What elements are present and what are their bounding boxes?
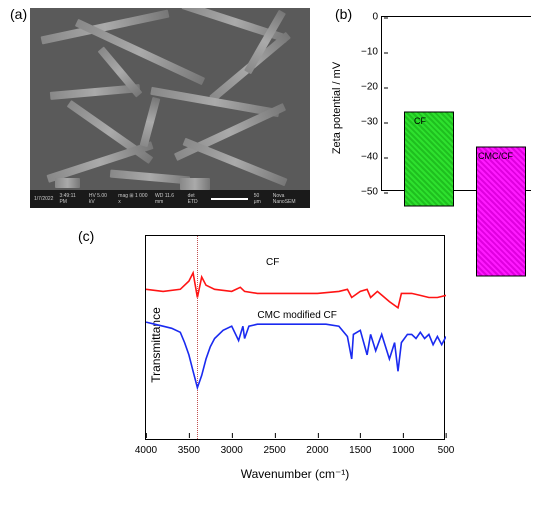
sem-image: 1/7/2022 3:49:11 PM HV 5.00 kV mag ⊞ 1 0… <box>30 8 310 208</box>
bar <box>476 147 526 277</box>
spectrum-curve-CMC modified CF <box>146 322 446 388</box>
spectrum-svg <box>146 236 446 441</box>
spectrum-xlabel: Wavenumber (cm⁻¹) <box>241 467 350 481</box>
spectrum-curve-CF <box>146 273 446 308</box>
spectrum-xtick: 4000 <box>135 439 157 456</box>
sem-rod <box>55 178 80 188</box>
sem-rod <box>110 170 190 185</box>
bar-chart-ytick: −10 <box>361 47 382 58</box>
sem-mag: mag ⊞ 1 000 x <box>118 193 149 205</box>
sem-instrument: Nova NanoSEM <box>273 193 306 205</box>
panel-c-label: (c) <box>78 228 94 244</box>
sem-info-bar: 1/7/2022 3:49:11 PM HV 5.00 kV mag ⊞ 1 0… <box>30 190 310 208</box>
spectrum-xtick: 500 <box>438 439 455 456</box>
sem-rod <box>140 97 161 147</box>
spectrum-xtick: 1500 <box>349 439 371 456</box>
spectrum-chart: Transmittance Wavenumber (cm⁻¹) 40003500… <box>95 225 465 485</box>
sem-wd: WD 11.6 mm <box>155 193 182 205</box>
bar-chart-ytick: −20 <box>361 82 382 93</box>
sem-date: 1/7/2022 <box>34 196 53 202</box>
bar-fill <box>476 147 526 277</box>
bar-chart: Zeta potential / mV 0−10−20−30−40−50CFCM… <box>335 8 540 208</box>
sem-scale-text: 50 μm <box>254 193 267 205</box>
spectrum-xtick: 1000 <box>392 439 414 456</box>
sem-rod <box>75 19 205 85</box>
bar-chart-ytick: −50 <box>361 187 382 198</box>
bar-label: CMC/CF <box>478 151 513 161</box>
sem-time: 3:49:11 PM <box>59 193 82 205</box>
bar-chart-ytick: −40 <box>361 152 382 163</box>
bar-chart-ytick: −30 <box>361 117 382 128</box>
panel-a-label: (a) <box>10 6 27 22</box>
bar-chart-area: 0−10−20−30−40−50CFCMC/CF <box>381 16 531 191</box>
sem-det: det ETD <box>188 193 205 205</box>
sem-hv: HV 5.00 kV <box>89 193 112 205</box>
bar-chart-ytick: 0 <box>372 12 382 23</box>
spectrum-xtick: 2000 <box>306 439 328 456</box>
sem-rod <box>180 178 210 190</box>
spectrum-area: Transmittance Wavenumber (cm⁻¹) 40003500… <box>145 235 445 440</box>
bar-chart-ylabel: Zeta potential / mV <box>331 62 343 154</box>
spectrum-xtick: 3000 <box>221 439 243 456</box>
sem-scale-bar <box>211 198 248 200</box>
spectrum-xtick: 3500 <box>178 439 200 456</box>
bar-fill <box>404 112 454 207</box>
bar <box>404 112 454 207</box>
spectrum-xtick: 2500 <box>263 439 285 456</box>
bar-label: CF <box>414 116 426 126</box>
sem-rod <box>174 103 286 161</box>
